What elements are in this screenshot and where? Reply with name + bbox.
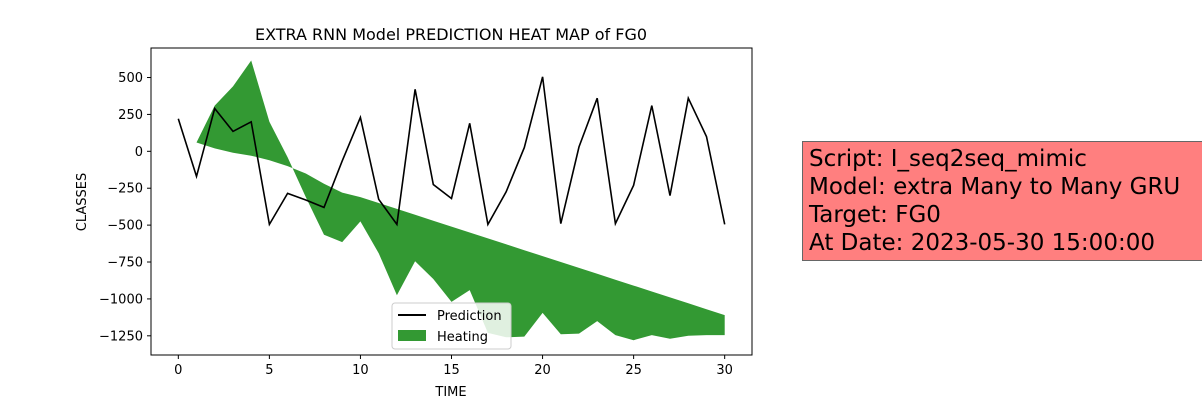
y-tick-label: 250 [118, 108, 143, 123]
x-tick-label: 20 [534, 363, 551, 378]
x-tick-label: 30 [716, 363, 733, 378]
y-tick-label: −500 [107, 219, 143, 234]
y-tick-label: −1250 [99, 329, 143, 344]
y-axis-label: CLASSES [75, 173, 90, 231]
heating-area [178, 60, 725, 341]
y-tick-label: −750 [107, 256, 143, 271]
y-axis: 500 250 0 −250 −500 −750 −1000 −1250 [99, 71, 151, 344]
info-target: Target: FG0 [809, 202, 941, 228]
legend-heating-label: Heating [437, 330, 488, 345]
y-tick-label: 500 [118, 71, 143, 86]
x-tick-label: 25 [625, 363, 642, 378]
x-tick-label: 15 [443, 363, 460, 378]
plot-area [177, 60, 726, 341]
y-tick-label: −1000 [99, 292, 143, 307]
info-script: Script: I_seq2seq_mimic [809, 146, 1087, 172]
prediction-line [177, 76, 726, 227]
x-tick-label: 5 [265, 363, 273, 378]
y-tick-label: 0 [135, 145, 143, 160]
info-model: Model: extra Many to Many GRU [809, 174, 1181, 200]
info-date: At Date: 2023-05-30 15:00:00 [809, 230, 1155, 256]
x-tick-label: 0 [174, 363, 182, 378]
chart-title: EXTRA RNN Model PREDICTION HEAT MAP of F… [255, 25, 647, 44]
x-axis-label: TIME [434, 385, 466, 400]
y-tick-label: −250 [107, 182, 143, 197]
info-box: Script: I_seq2seq_mimic Model: extra Man… [802, 141, 1202, 261]
chart: EXTRA RNN Model PREDICTION HEAT MAP of F… [75, 25, 753, 400]
x-tick-label: 10 [352, 363, 369, 378]
legend: Prediction Heating [391, 302, 512, 350]
legend-heating-swatch [398, 330, 426, 341]
legend-prediction-label: Prediction [437, 309, 502, 324]
x-axis: 0 5 10 15 20 25 30 [174, 355, 733, 378]
